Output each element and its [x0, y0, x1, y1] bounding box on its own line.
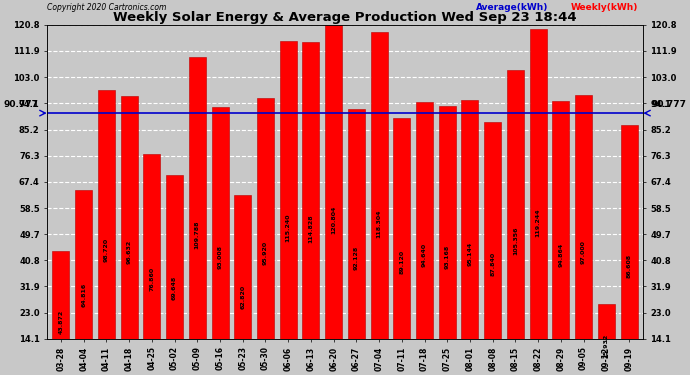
- Text: 62.820: 62.820: [240, 285, 245, 309]
- Text: 93.168: 93.168: [445, 245, 450, 269]
- Text: 93.008: 93.008: [217, 245, 222, 269]
- Bar: [325, 25, 342, 375]
- Text: 114.828: 114.828: [308, 214, 313, 243]
- Text: 105.356: 105.356: [513, 226, 518, 255]
- Bar: [462, 100, 478, 375]
- Text: 120.804: 120.804: [331, 206, 336, 234]
- Text: 76.860: 76.860: [149, 267, 155, 291]
- Bar: [75, 189, 92, 375]
- Bar: [234, 195, 251, 375]
- Bar: [189, 57, 206, 375]
- Text: 25.932: 25.932: [604, 334, 609, 358]
- Bar: [257, 98, 274, 375]
- Text: 86.608: 86.608: [627, 254, 631, 278]
- Text: 94.640: 94.640: [422, 243, 427, 267]
- Bar: [620, 125, 638, 375]
- Text: 90.777: 90.777: [3, 100, 38, 109]
- Bar: [416, 102, 433, 375]
- Bar: [98, 90, 115, 375]
- Bar: [598, 304, 615, 375]
- Bar: [212, 106, 228, 375]
- Text: 64.816: 64.816: [81, 282, 86, 307]
- Bar: [279, 41, 297, 375]
- Bar: [144, 154, 160, 375]
- Text: 69.648: 69.648: [172, 276, 177, 300]
- Text: 92.128: 92.128: [354, 246, 359, 270]
- Bar: [439, 106, 456, 375]
- Text: 96.632: 96.632: [127, 240, 132, 264]
- Text: 43.872: 43.872: [59, 310, 63, 334]
- Bar: [484, 122, 501, 375]
- Bar: [530, 29, 546, 375]
- Bar: [166, 175, 183, 375]
- Bar: [507, 70, 524, 375]
- Text: Weekly(kWh): Weekly(kWh): [571, 3, 639, 12]
- Text: 119.244: 119.244: [535, 208, 541, 237]
- Text: 109.788: 109.788: [195, 220, 200, 249]
- Bar: [52, 251, 70, 375]
- Text: 90.777: 90.777: [652, 100, 687, 109]
- Bar: [121, 96, 137, 375]
- Title: Weekly Solar Energy & Average Production Wed Sep 23 18:44: Weekly Solar Energy & Average Production…: [113, 10, 577, 24]
- Text: 98.720: 98.720: [104, 237, 109, 262]
- Bar: [575, 95, 592, 375]
- Text: 89.120: 89.120: [400, 250, 404, 274]
- Text: Average(kWh): Average(kWh): [476, 3, 549, 12]
- Text: 118.304: 118.304: [377, 209, 382, 238]
- Text: Copyright 2020 Cartronics.com: Copyright 2020 Cartronics.com: [48, 3, 167, 12]
- Bar: [348, 109, 365, 375]
- Bar: [553, 101, 569, 375]
- Text: 97.000: 97.000: [581, 240, 586, 264]
- Text: 94.864: 94.864: [558, 243, 563, 267]
- Text: 95.144: 95.144: [468, 242, 473, 266]
- Bar: [393, 118, 411, 375]
- Text: 115.240: 115.240: [286, 213, 290, 242]
- Bar: [371, 32, 388, 375]
- Text: 95.920: 95.920: [263, 241, 268, 266]
- Text: 87.840: 87.840: [490, 252, 495, 276]
- Bar: [302, 42, 319, 375]
